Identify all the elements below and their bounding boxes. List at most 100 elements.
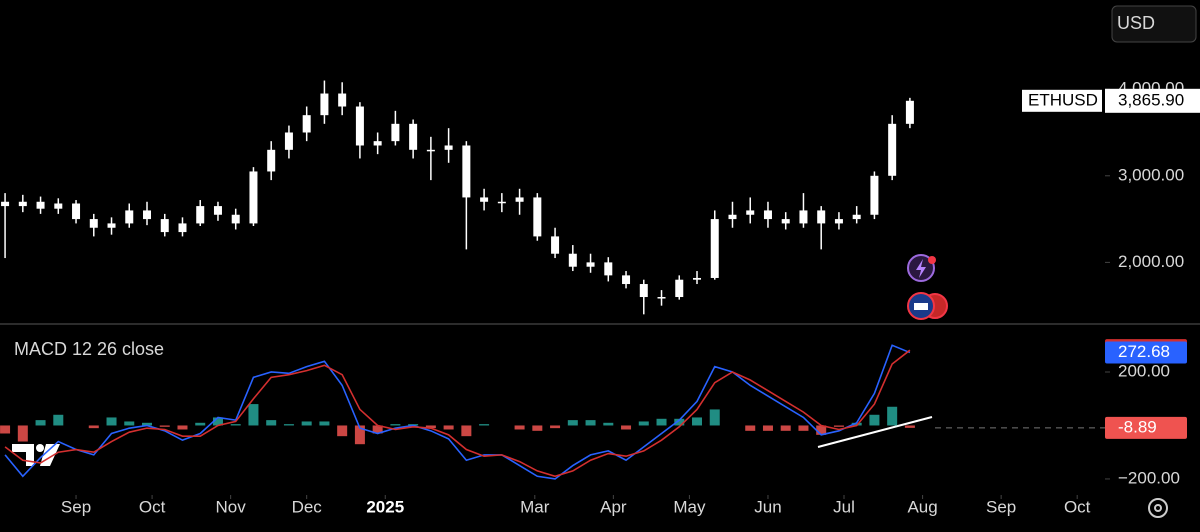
candle-body [533,197,542,237]
currency-label[interactable]: USD [1117,13,1155,33]
histogram-bar [53,414,64,426]
candle-body [852,214,861,220]
currency-select[interactable]: USD [1111,5,1197,43]
symbol-label: ETHUSD [1028,90,1098,109]
candle-body [568,253,577,267]
candle-body [462,145,471,198]
histogram-bar [354,425,365,445]
lightning-glyph [916,259,926,278]
gear-icon[interactable] [1148,498,1168,518]
currency-box[interactable] [1111,5,1197,43]
candle-body [781,219,790,224]
candle-body [284,132,293,150]
candle-body [675,279,684,298]
candle-body [178,223,187,233]
histogram-bar [142,422,153,426]
histogram-bar [869,414,880,426]
x-tick-label: Oct [1064,497,1091,516]
x-tick-label: Oct [139,497,166,516]
candle-body [444,145,453,150]
last-price-label: 3,865.90 [1118,90,1184,109]
last-value-box [1105,416,1187,439]
histogram-bar [106,417,117,426]
candle-body [426,149,435,152]
last-value-label: -8.89 [1118,417,1157,436]
histogram-bar [319,421,330,426]
candle-body [355,106,364,146]
candle-body [338,93,347,107]
logo-part [36,444,44,452]
histogram-bar [248,404,259,426]
histogram-bar [301,421,312,426]
histogram-bar [461,425,472,437]
histogram-bar [212,417,223,426]
candle-body [267,149,276,172]
histogram-bar [177,425,188,430]
candle-body [515,197,524,202]
histogram-bar [266,420,277,426]
x-tick-label: Sep [61,497,91,516]
candle-body [622,275,631,285]
candle-body [89,219,98,228]
histogram-bar [195,422,206,426]
y-tick-label: −200.00 [1118,468,1180,487]
histogram-bar [798,425,809,431]
x-tick-label: Jun [754,497,781,516]
indicator-title: MACD 12 26 close [14,339,164,359]
symbol-box [1022,89,1102,112]
histogram-bar [709,409,720,426]
histogram-bar [567,420,578,426]
candle-body [551,236,560,254]
histogram-bar [443,425,454,430]
histogram-bar [833,425,844,427]
candle-body [604,262,613,276]
histogram-bar [692,417,703,426]
histogram-bar [780,425,791,431]
candle-body [586,262,595,267]
histogram-bar [230,424,241,426]
histogram-bar [532,425,543,431]
candle-body [799,210,808,224]
histogram-bar [674,418,685,426]
candle-body [143,210,152,220]
settings-button[interactable] [1148,498,1168,518]
candle-body [125,210,134,224]
candle-body [763,210,772,220]
histogram-bar [17,425,28,442]
x-tick-label: Nov [216,497,247,516]
histogram-bar [762,425,773,431]
candle-body [409,123,418,150]
event-icons[interactable] [907,254,948,320]
histogram-bar [638,421,649,426]
candle-body [320,93,329,116]
last-price-box [1105,88,1200,113]
x-tick-label: Apr [600,497,627,516]
histogram-bar [621,425,632,430]
candle-body [888,123,897,176]
last-value-box [1105,341,1187,364]
histogram-bar [851,422,862,426]
candle-body [693,277,702,280]
y-tick-label: 200.00 [1118,361,1170,380]
y-tick-label: 3,000.00 [1118,165,1184,184]
histogram-bar [159,425,170,427]
y-tick-label: 2,000.00 [1118,252,1184,271]
histogram-bar [745,425,756,431]
candle-body [54,203,63,209]
histogram-bar [372,425,383,434]
candle-body [480,197,489,202]
candle-body [710,219,719,278]
histogram-bar [479,424,490,426]
candle-body [196,206,205,224]
indicator-line [4,349,911,478]
candle-body [213,206,222,215]
candle-body [107,223,116,228]
histogram-bar [337,425,348,437]
candle-body [728,214,737,220]
candle-body [834,219,843,224]
histogram-bar [35,420,46,426]
histogram-bar [0,425,11,434]
x-tick-label: Jul [833,497,855,516]
